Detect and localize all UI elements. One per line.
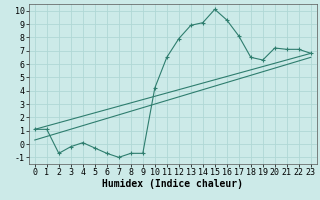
X-axis label: Humidex (Indice chaleur): Humidex (Indice chaleur) xyxy=(102,179,243,189)
